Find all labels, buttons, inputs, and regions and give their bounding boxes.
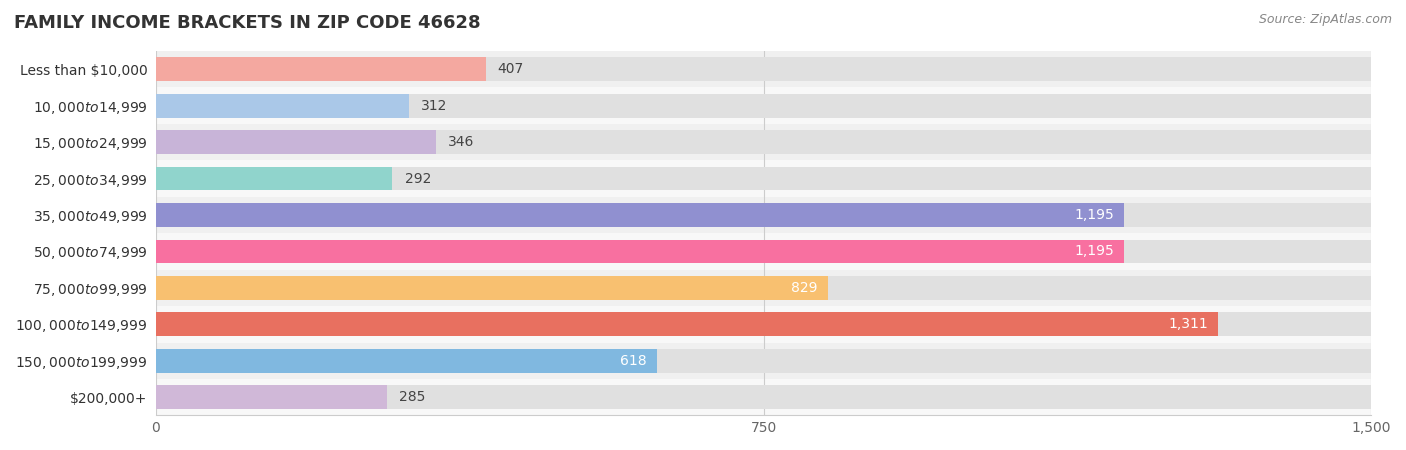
Text: 1,195: 1,195 xyxy=(1074,244,1115,258)
Bar xyxy=(156,385,387,409)
Bar xyxy=(156,87,1371,124)
Bar xyxy=(156,51,1371,87)
Bar xyxy=(156,306,1371,342)
Bar xyxy=(156,239,1371,263)
Bar xyxy=(156,349,657,373)
Text: 407: 407 xyxy=(498,62,524,76)
Text: 1,195: 1,195 xyxy=(1074,208,1115,222)
Bar xyxy=(156,276,828,300)
Bar xyxy=(156,166,392,190)
Bar xyxy=(156,130,436,154)
Bar xyxy=(156,94,409,117)
Bar xyxy=(156,312,1371,336)
Bar xyxy=(156,349,1371,373)
Bar xyxy=(156,385,1371,409)
Bar xyxy=(156,197,1371,233)
Text: 346: 346 xyxy=(449,135,475,149)
Bar xyxy=(156,58,1371,81)
Bar xyxy=(156,124,1371,160)
Bar xyxy=(156,166,1371,190)
Bar xyxy=(156,233,1371,270)
Text: 1,311: 1,311 xyxy=(1168,317,1208,331)
Bar xyxy=(156,270,1371,306)
Bar xyxy=(156,160,1371,197)
Bar xyxy=(156,342,1371,379)
Text: Source: ZipAtlas.com: Source: ZipAtlas.com xyxy=(1258,14,1392,27)
Text: 312: 312 xyxy=(420,99,447,112)
Text: 618: 618 xyxy=(620,354,647,368)
Bar xyxy=(156,203,1371,227)
Bar xyxy=(156,379,1371,415)
Bar xyxy=(156,239,1125,263)
Text: 292: 292 xyxy=(405,171,430,185)
Bar xyxy=(156,312,1218,336)
Bar xyxy=(156,203,1125,227)
Bar xyxy=(156,276,1371,300)
Text: FAMILY INCOME BRACKETS IN ZIP CODE 46628: FAMILY INCOME BRACKETS IN ZIP CODE 46628 xyxy=(14,14,481,32)
Bar xyxy=(156,58,485,81)
Bar xyxy=(156,94,1371,117)
Bar xyxy=(156,130,1371,154)
Text: 285: 285 xyxy=(399,390,425,404)
Text: 829: 829 xyxy=(792,281,818,295)
